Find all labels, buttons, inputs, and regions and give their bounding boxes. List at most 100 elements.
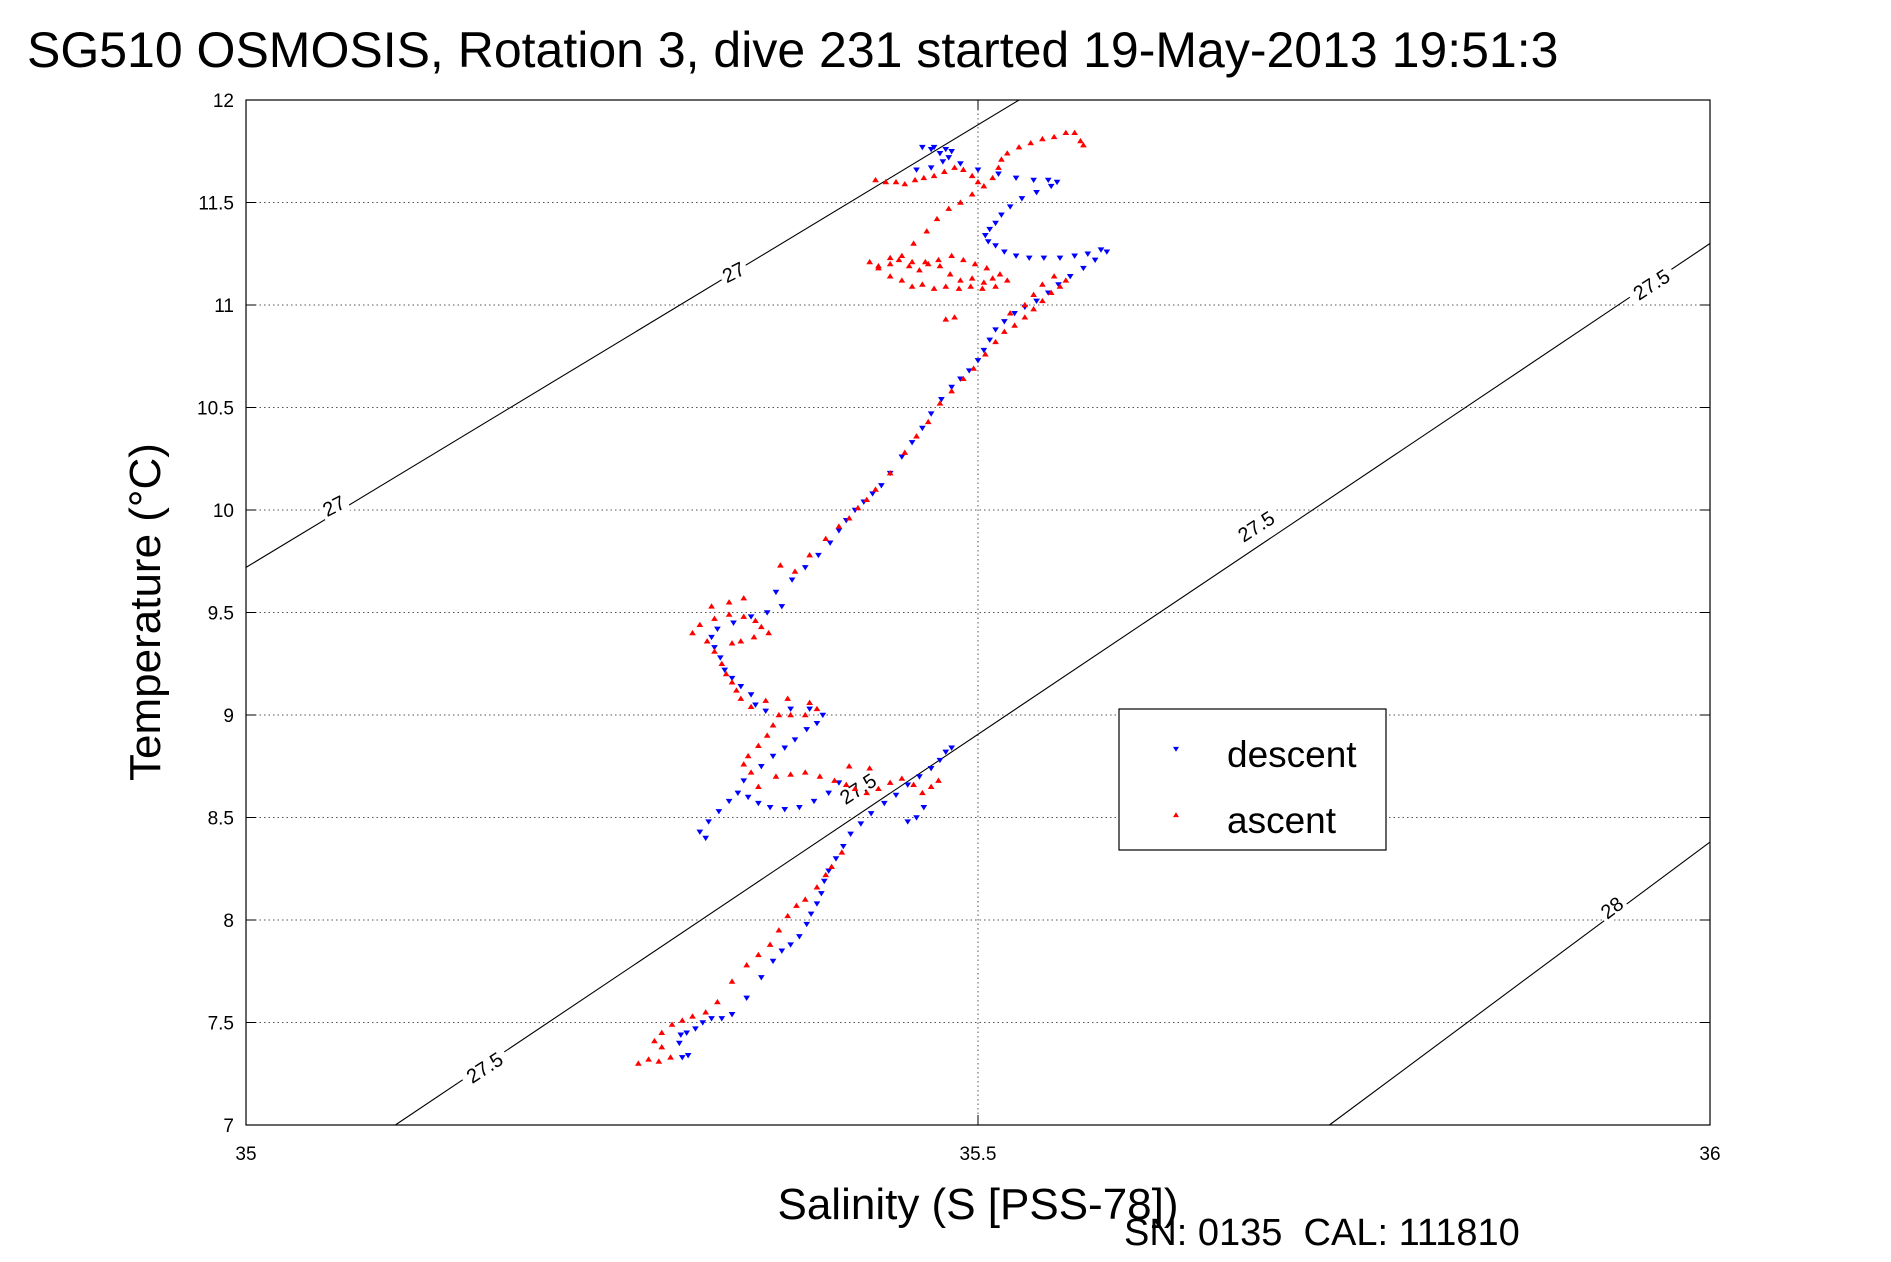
ascent-point (895, 256, 903, 263)
descent-point (807, 911, 815, 917)
ascent-point (968, 191, 976, 197)
ascent-point (835, 523, 843, 529)
descent-point (718, 1016, 726, 1022)
descent-point (702, 835, 710, 842)
ascent-point (651, 1037, 658, 1044)
descent-point (984, 239, 992, 245)
descent-point (1040, 255, 1048, 261)
ascent-point (948, 388, 955, 394)
ascent-point (886, 779, 894, 785)
descent-point (730, 620, 737, 626)
descent-point (815, 552, 822, 559)
descent-point (711, 645, 718, 651)
x-tick-label: 35.5 (960, 1144, 997, 1165)
ascent-point (951, 314, 958, 320)
descent-point (1018, 196, 1026, 202)
descent-point (772, 589, 780, 596)
descent-point (788, 577, 796, 583)
ascent-point (935, 256, 942, 263)
descent-point (945, 155, 953, 161)
axis-ticks: 35 35.5 36 7 7.5 8 8.5 9 9.5 10 10.5 11 11.5 12 (197, 91, 1721, 1165)
y-axis-title: Temperature (°C) (121, 443, 170, 781)
ascent-point (1071, 129, 1078, 136)
y-tick-label: 9 (223, 706, 234, 727)
descent-point (769, 753, 777, 760)
ascent-point (678, 1017, 686, 1023)
descent-point (778, 604, 786, 610)
descent-point (986, 337, 994, 343)
descent-point (1053, 179, 1061, 186)
ascent-point (1039, 135, 1046, 142)
legend-marker-ascent (1173, 812, 1179, 818)
ascent-point (936, 262, 944, 269)
descent-point (1080, 265, 1087, 272)
descent-point (781, 807, 789, 813)
ascent-point (882, 178, 890, 185)
legend: descent ascent (1118, 708, 1387, 851)
descent-point (981, 233, 989, 239)
descent-point (1030, 177, 1037, 184)
isopycnal-line-27-5 (394, 243, 1711, 1126)
ascent-point (750, 634, 758, 640)
descent-point (867, 811, 875, 817)
ascent-point (980, 279, 988, 285)
isopycnal-label-bg (1624, 261, 1679, 308)
legend-triangle-down (1173, 746, 1179, 752)
ascent-point (901, 449, 909, 455)
ascent-point (905, 262, 913, 269)
y-tick-label: 10 (213, 501, 234, 522)
descent-point (715, 809, 723, 815)
ascent-point (910, 240, 917, 246)
ascent-point (940, 168, 948, 175)
descent-point (927, 766, 935, 772)
ascent-point (747, 703, 755, 710)
descent-point (847, 831, 854, 837)
ascent-point (1027, 139, 1035, 146)
ascent-point (967, 283, 975, 289)
descent-point (992, 220, 999, 227)
descent-point (716, 655, 724, 661)
descent-point (904, 819, 912, 825)
ascent-point (919, 281, 926, 287)
ascent-point (1080, 142, 1087, 148)
ascent-point (933, 215, 941, 222)
ascent-point (752, 617, 759, 623)
ascent-point (908, 258, 916, 265)
ascent-point (980, 183, 988, 189)
ascent-point (866, 258, 874, 265)
descent-point (986, 226, 994, 233)
ascent-point (911, 176, 919, 183)
ascent-point (955, 285, 963, 291)
ascent-point (854, 504, 862, 511)
descent-point (913, 167, 920, 173)
descent-point (678, 1055, 686, 1061)
ascent-point (831, 777, 838, 783)
ascent-point (708, 603, 715, 609)
descent-point (743, 995, 751, 1001)
descent-point (708, 634, 715, 641)
descent-point (803, 727, 811, 733)
descent-point (781, 745, 789, 751)
x-tick-label: 35 (235, 1144, 256, 1165)
descent-point (995, 171, 1002, 177)
ascent-point (898, 252, 906, 259)
ascent-point (921, 258, 929, 265)
ascent-point (946, 271, 954, 277)
ascent-point (743, 962, 751, 968)
x-axis-title: Salinity (S [PSS-78]) (777, 1180, 1178, 1229)
descent-point (705, 819, 712, 825)
descent-point (819, 712, 827, 719)
ascent-point (920, 174, 928, 181)
ascent-point (757, 623, 765, 630)
descent-point (920, 804, 928, 811)
ascent-point (806, 552, 813, 558)
legend-triangle-up (1173, 812, 1179, 818)
ascent-point (983, 265, 991, 271)
ascent-point (1003, 277, 1011, 283)
ascent-point (728, 640, 736, 646)
descent-point (930, 144, 938, 151)
descent-point (787, 942, 794, 948)
ascent-point (655, 1058, 663, 1064)
descent-point (878, 483, 885, 489)
ascent-point (942, 283, 950, 289)
